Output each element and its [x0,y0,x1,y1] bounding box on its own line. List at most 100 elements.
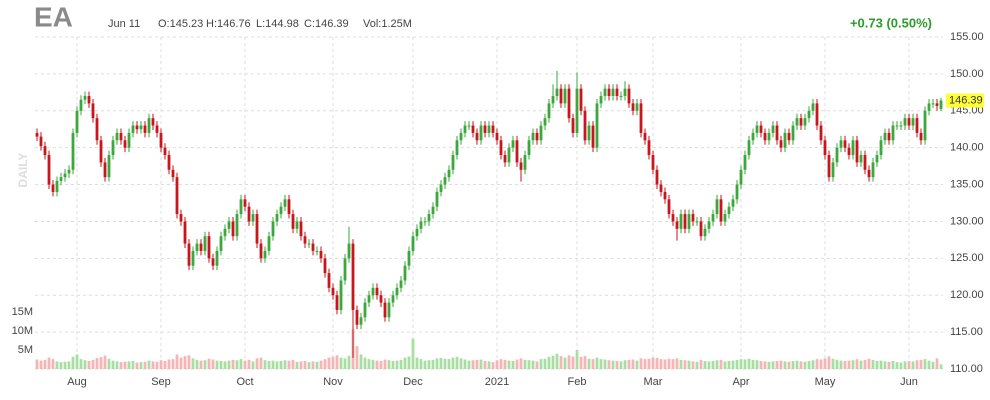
volume-bar [743,359,747,369]
volume-bar [615,361,619,369]
volume-bar [443,358,447,369]
candle-body [287,199,291,215]
last-price-tag [946,93,984,108]
volume-bar [111,360,115,369]
volume-bar [895,362,899,369]
candle-body [147,118,151,133]
candle-body [95,118,99,141]
volume-bar [127,361,131,369]
volume-bar [263,360,267,369]
candle-body [599,96,603,104]
candle-body [367,295,371,303]
volume-bar [231,359,235,369]
candle-body [211,258,215,266]
volume-bar [671,359,675,369]
candle-body [687,214,691,229]
candle-body [891,125,895,141]
candle-body [587,125,591,141]
volume-bar [839,360,843,369]
candle-body [795,118,799,126]
candle-body [787,132,791,141]
period: DAILY [16,153,30,188]
volume-bar [571,356,575,369]
candle-body [775,125,779,141]
volume-bar [635,360,639,369]
candle-body [647,140,651,156]
candle-body [355,309,359,325]
volume-bar [535,361,539,369]
candle-body [851,140,855,156]
candle-body [655,169,659,185]
volume-bar [383,359,387,369]
x-tick-label: Mar [644,376,663,388]
volume-bar [195,359,199,369]
candle-body [327,273,331,288]
candle-body [459,132,463,141]
candle-body [79,99,83,111]
y-tick-label: 115.00 [950,326,983,338]
quote-low: L:144.98 [256,18,299,30]
volume-bar [767,361,771,369]
volume-bar [39,360,43,369]
volume-bar [747,358,751,369]
candle-body [503,155,507,163]
volume-bar [103,355,107,369]
volume-bar [719,359,723,369]
candle-body [91,103,95,119]
y-tick-label: 110.00 [950,363,983,375]
volume-bar [419,359,423,369]
volume-bar [583,356,587,369]
volume-bar [447,359,451,369]
candle-body [411,236,415,251]
volume-bar [711,361,715,369]
volume-bar [503,359,507,369]
volume-bar [799,361,803,369]
candle-body [771,125,775,133]
candle-body [467,125,471,127]
candle-body [727,206,731,215]
volume-bar [163,361,167,369]
y-tick-label: 125.00 [950,252,984,264]
candle-body [435,191,439,207]
x-tick-label: 2021 [485,376,509,388]
volume-bar [95,357,99,369]
volume-bar [819,359,823,369]
volume-bar [827,356,831,369]
volume-bar [467,360,471,369]
candle-body [323,258,327,274]
volume-bar [119,362,123,369]
quote-open: O:145.23 [158,18,203,30]
volume-bar [911,361,915,369]
volume-bar [319,360,323,369]
x-tick-label: May [815,376,836,388]
volume-bar [275,361,279,369]
candle-body [911,118,915,126]
candle-body [663,191,667,200]
candle-body [291,214,295,229]
candle-body [319,250,323,259]
candle-body [523,155,527,170]
volume-bar [371,359,375,369]
candle-body [451,155,455,170]
candle-body [623,88,627,97]
candle-body [707,221,711,229]
candle-body [907,118,911,126]
volume-bar [927,360,931,369]
candle-body [667,199,671,215]
candle-body [751,132,755,141]
volume-bar [43,359,47,369]
volume-bar [67,361,71,369]
volume-bar [783,361,787,369]
candle-body [635,103,639,111]
volume-bar [723,361,727,369]
volume-bar [675,358,679,369]
candle-body [303,236,307,244]
volume-bar [123,361,127,369]
candle-body [659,184,663,192]
candle-body [67,169,71,174]
candle-body [399,280,403,288]
candle-body [163,147,167,156]
candle-body [179,214,183,222]
volume-bar [367,359,371,369]
volume-bar [395,360,399,369]
